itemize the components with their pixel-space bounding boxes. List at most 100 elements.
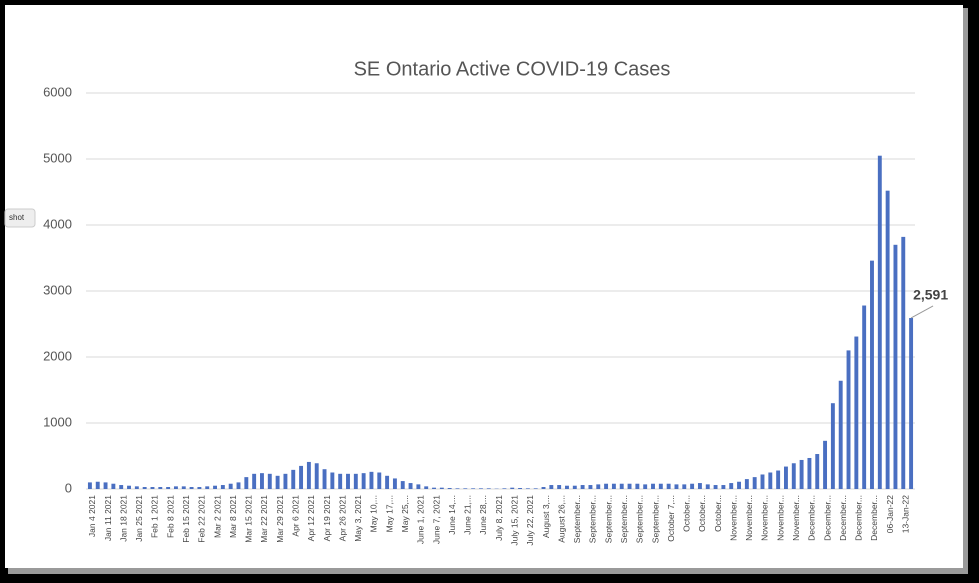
bar [651,483,655,489]
x-tick-label: May 17,... [384,495,394,532]
bar [877,155,882,489]
bar [729,483,734,489]
bar [596,484,601,489]
bar [166,487,171,489]
x-tick-label: Jan 18 2021 [118,495,128,542]
x-tick-label: May 3, 2021 [353,495,363,542]
x-tick-label: Mar 22 2021 [259,495,269,543]
x-tick-label: Jan 11 2021 [103,495,113,541]
y-tick-label: 0 [65,480,72,495]
bar [674,484,679,489]
x-tick-label: June 28,... [478,495,488,535]
bar [815,454,820,489]
bar [643,484,648,489]
bar [846,350,851,489]
bar [119,485,124,489]
bar [799,459,804,489]
x-tick-label: June 14,... [447,495,457,535]
bar [760,474,765,489]
x-tick-label: November... [760,495,770,541]
y-tick-label: 2000 [43,348,72,363]
bar [400,481,405,489]
bar [134,486,139,489]
bar [572,485,577,489]
bar [369,471,374,489]
x-tick-label: Feb 8 2021 [165,495,175,538]
bar [838,380,843,489]
bar [690,483,695,489]
bar [283,473,288,489]
x-tick-label: Mar 15 2021 [244,495,254,543]
x-tick-label: October 7,... [666,495,676,542]
x-tick-label: September... [635,495,645,543]
bar [471,488,476,489]
y-tick-label: 5000 [43,150,72,165]
x-tick-label: November... [791,495,801,541]
bar [87,482,92,489]
bar [392,478,397,489]
bar [627,483,632,489]
bar [197,487,202,489]
x-tick-label: July 15, 2021 [509,495,519,546]
bar [486,488,491,489]
x-tick-label: August 3,... [541,495,551,538]
bar [260,473,264,489]
x-tick-label: 13-Jan-22 [901,495,911,534]
x-tick-label: November... [775,495,785,541]
bar [291,469,296,489]
bar [322,469,327,489]
bar [854,336,859,489]
x-tick-label: May 10,... [369,495,379,532]
bar [439,487,444,489]
x-tick-label: Apr 26 2021 [337,495,347,542]
x-tick-label: June 7, 2021 [431,495,441,544]
bar [721,485,726,489]
bar [862,305,867,489]
x-tick-label: September... [572,495,582,543]
annotation-leader [910,305,934,319]
x-tick-label: November... [744,495,754,541]
overlay-tab [4,208,36,228]
bar [830,403,835,489]
bar [142,487,147,489]
bar [525,488,530,489]
bar [713,485,718,489]
bar [275,475,280,489]
y-tick-label: 6000 [43,84,72,99]
bar [432,487,436,489]
bar [173,486,178,489]
bar [658,483,663,489]
bar [150,487,155,489]
bar [244,477,249,489]
x-tick-label: July 8, 2021 [494,495,504,541]
bar [518,488,523,489]
bar [752,477,757,489]
bar [252,473,257,489]
bar [791,463,796,489]
bar [893,244,898,489]
bar [236,482,241,489]
bar [314,463,319,489]
data-label: 2,591 [913,287,948,303]
x-tick-label: December... [822,495,832,541]
bar [557,485,562,489]
x-tick-label: September... [619,495,629,543]
bar [447,488,452,489]
bar [580,485,585,489]
x-tick-label: Apr 6 2021 [291,495,301,537]
bar [361,473,366,489]
bar [228,483,233,489]
bar [111,483,116,489]
x-tick-label: August 26,... [556,495,566,543]
x-tick-label: October... [682,495,692,532]
bar [541,487,546,489]
bar [565,485,569,489]
y-tick-label: 1000 [43,414,72,429]
bar [346,473,350,489]
bar [885,190,890,489]
bar [768,472,773,489]
bar [158,487,163,489]
x-tick-label: Jan 4 2021 [87,495,97,537]
bar [424,486,429,489]
